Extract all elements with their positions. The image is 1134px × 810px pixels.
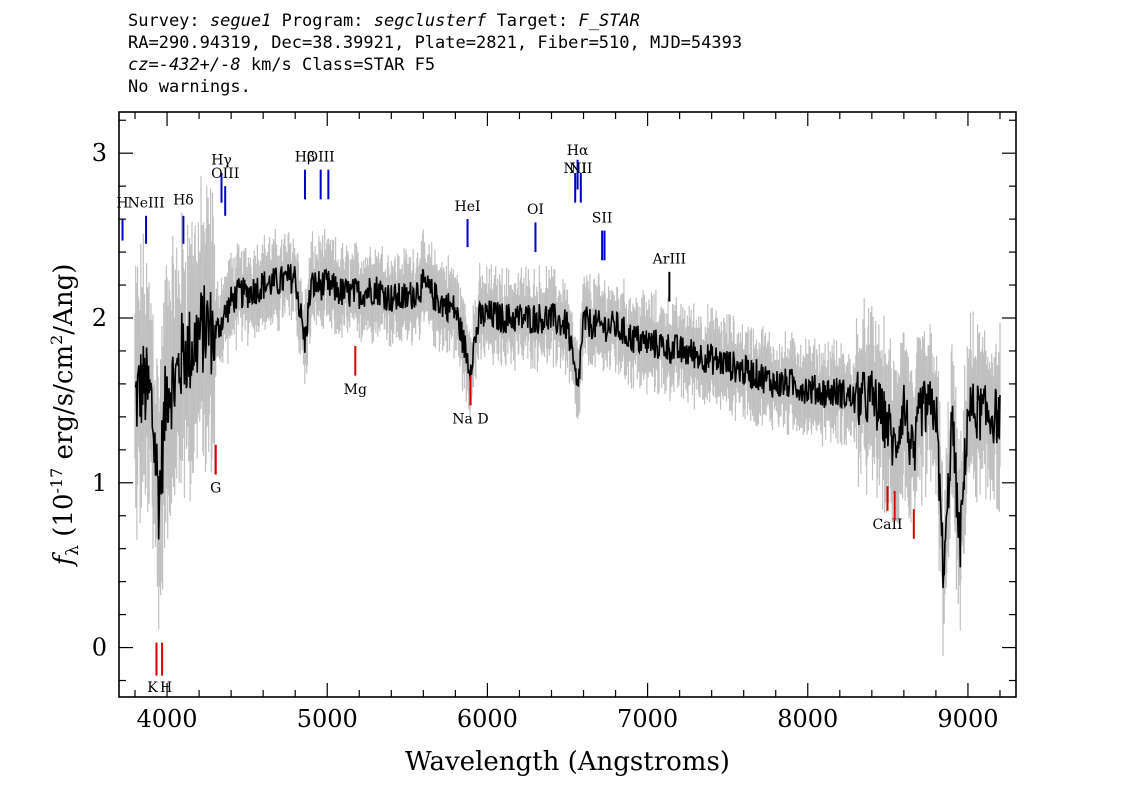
program-label: Program: [281,11,364,31]
y-axis-label: fλ (10-17 erg/s/cm2/Ang) [47,264,83,568]
line-label: G [210,481,221,497]
x-tick-label: 5000 [297,705,358,733]
header-line-coords: RA=290.94319, Dec=38.39921, Plate=2821, … [128,33,743,53]
y-tick-label: 1 [92,469,107,497]
plot-frame [118,111,1017,698]
x-tick-label: 8000 [777,705,838,733]
line-label: H [160,680,172,696]
line-label: CaII [872,517,902,533]
target-value: F_STAR [578,11,640,31]
x-tick-label: 9000 [937,705,998,733]
line-label: Hγ [211,153,232,169]
line-label: OIII [211,166,239,182]
line-label: OI [527,202,544,218]
header-line-warnings: No warnings. [128,77,251,97]
line-label: SII [592,210,613,226]
y-axis-label-sq: 2 [47,335,66,345]
y-tick-label: 0 [92,634,107,662]
x-tick-label: 6000 [457,705,518,733]
line-label: NII [569,161,592,177]
line-label: Hβ [295,149,315,165]
line-label: Na D [452,411,488,427]
error-band [134,176,1001,656]
spectrum-line [134,264,1001,589]
axis-tick-layer: 4000 5000 6000 7000 8000 9000 0 1 2 3 [92,112,1016,733]
program-value: segclusterf [373,11,487,31]
y-axis-label-units: erg/s/cm [49,345,79,468]
class-text: km/s Class=STAR F5 [240,55,436,75]
survey-label: Survey: [128,11,200,31]
y-axis-label-sub: λ [63,545,83,556]
header-line-redshift: cz=-432+/-8 km/s Class=STAR F5 [128,54,742,76]
cz-value: cz=-432+/-8 [128,55,241,75]
y-tick-label: 2 [92,304,107,332]
line-label: Hα [567,143,589,159]
y-axis-label-exp: -17 [47,468,66,494]
line-label: ArIII [652,252,686,268]
line-label: OIII [307,149,335,165]
error-band-layer [134,176,1001,656]
x-tick-label: 7000 [617,705,678,733]
x-tick-label: 4000 [137,705,198,733]
header-line-survey: Survey: segue1 Program: segclusterf Targ… [128,10,742,32]
spectrum-layer [134,264,1001,589]
line-label: Hδ [173,192,194,208]
line-label: HeI [455,199,481,215]
y-tick-label: 3 [92,139,107,167]
target-label: Target: [496,11,569,31]
y-axis-label-end: /Ang) [49,264,79,335]
survey-value: segue1 [209,11,272,31]
line-label: NeIII [127,196,164,212]
x-axis-label: Wavelength (Angstroms) [405,747,730,777]
line-label: K [147,680,158,696]
spectrum-header: Survey: segue1 Program: segclusterf Targ… [128,10,742,98]
y-axis-label-rest: (10 [49,493,79,545]
line-label: Mg [344,382,367,398]
